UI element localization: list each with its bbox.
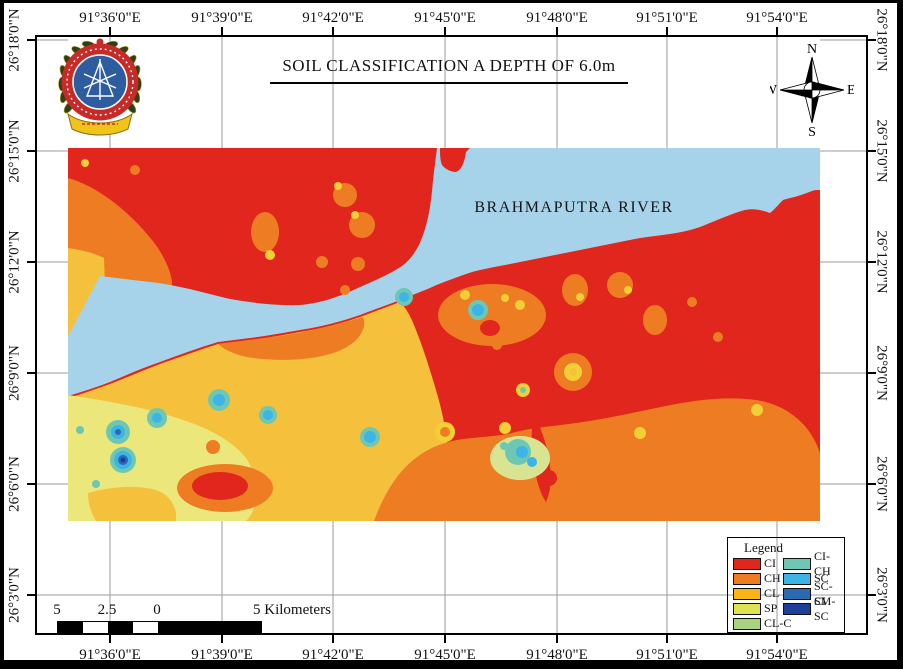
legend-label-ci-ch: CI-CH	[814, 548, 831, 578]
legend-item-ci-ch: CI-CH	[783, 549, 844, 578]
axis-label-bottom-5: 91°51'0"E	[636, 647, 698, 663]
legend-item-ch: CH	[733, 571, 791, 585]
legend-title: Legend	[744, 540, 783, 555]
frame-bottom	[0, 660, 903, 669]
axis-label-bottom-3: 91°45'0"E	[414, 647, 476, 663]
scalebar-unit-label: 5 Kilometers	[253, 602, 331, 618]
scalebar-segment	[83, 622, 108, 633]
axis-label-bottom-0: 91°36'0"E	[79, 647, 141, 663]
scalebar-label-0: 0	[153, 602, 161, 618]
legend-label-ch: CH	[764, 571, 781, 585]
logo-instrument-emblem	[83, 59, 117, 100]
longitude-gridlines	[109, 35, 778, 635]
compass-west-label: W	[770, 83, 778, 98]
axis-label-bottom-1: 91°39'0"E	[191, 647, 253, 663]
frame-left	[0, 0, 4, 669]
axis-label-top-2: 91°42'0"E	[302, 10, 364, 26]
soil-spot-features	[76, 159, 763, 512]
legend-column-1: CI CH CL SP CL-C	[733, 556, 792, 633]
legend-item-sc-ci: SC-CI	[783, 579, 844, 608]
legend-swatch-sm-sc	[783, 602, 811, 615]
legend-item-sm-sc: SM-SC	[783, 594, 844, 623]
frame-top	[0, 0, 903, 3]
legend-swatch-cl	[733, 587, 761, 600]
scalebar-segment	[133, 622, 158, 633]
legend-item-ci: CI	[733, 556, 791, 570]
legend-label-sc: SC	[814, 571, 829, 585]
axis-label-right-1: 26°15'0"N	[873, 119, 890, 183]
axis-label-bottom-2: 91°42'0"E	[302, 647, 364, 663]
river-region	[68, 148, 820, 396]
compass-rose: N S E W	[770, 42, 854, 138]
axis-label-left-4: 26°6'0"N	[6, 456, 23, 512]
compass-star	[779, 56, 845, 124]
axis-label-left-5: 26°3'0"N	[6, 567, 23, 623]
compass-north-label: N	[807, 42, 817, 57]
axis-label-right-5: 26°3'0"N	[873, 567, 890, 623]
scalebar-label-5-left: 5	[53, 602, 61, 618]
compass-south-label: S	[808, 125, 816, 138]
scalebar-segment	[158, 622, 261, 633]
axis-label-right-4: 26°6'0"N	[873, 456, 890, 512]
logo-ring-text	[66, 48, 134, 116]
legend-label-cl: CL	[764, 586, 780, 600]
axis-label-left-3: 26°9'0"N	[6, 345, 23, 401]
legend-label-cl-c: CL-C	[764, 616, 792, 630]
axis-label-left-0: 26°18'0"N	[6, 8, 23, 72]
axis-label-bottom-4: 91°48'0"E	[526, 647, 588, 663]
legend-label-sp: SP	[764, 601, 778, 615]
legend-label-sm-sc: SM-SC	[814, 593, 836, 623]
axis-label-left-2: 26°12'0"N	[6, 230, 23, 294]
axis-label-right-3: 26°9'0"N	[873, 345, 890, 401]
tick-marks	[27, 27, 876, 643]
axis-label-right-2: 26°12'0"N	[873, 230, 890, 294]
legend-swatch-ci	[733, 557, 761, 570]
legend-item-sc: SC	[783, 571, 844, 585]
axis-label-top-1: 91°39'0"E	[191, 10, 253, 26]
legend-swatch-sc-ci	[783, 587, 811, 600]
legend-column-2: CI-CH SC SC-CI SM-SC	[783, 549, 844, 623]
legend-item-sp: SP	[733, 601, 791, 615]
axis-label-top-6: 91°54'0"E	[746, 10, 808, 26]
compass-east-label: E	[847, 83, 854, 98]
soil-map-canvas: BRAHMAPUTRA RIVER	[68, 148, 820, 521]
scalebar	[57, 621, 262, 634]
scalebar-label-2-5: 2.5	[97, 602, 117, 618]
legend-swatch-cl-c	[733, 617, 761, 630]
map-title: SOIL CLASSIFICATION A DEPTH OF 6.0m	[270, 56, 628, 84]
axis-label-top-3: 91°45'0"E	[414, 10, 476, 26]
legend-swatch-sc	[783, 572, 811, 585]
legend-label-sc-ci: SC-CI	[814, 578, 833, 608]
legend-item-cl: CL	[733, 586, 791, 600]
river-name-label: BRAHMAPUTRA RIVER	[474, 199, 673, 216]
axis-label-left-1: 26°15'0"N	[6, 119, 23, 183]
legend-swatch-ch	[733, 572, 761, 585]
axis-label-top-4: 91°48'0"E	[526, 10, 588, 26]
scalebar-segment	[108, 622, 133, 633]
legend-item-cl-c: CL-C	[733, 616, 792, 630]
axis-label-top-5: 91°51'0"E	[636, 10, 698, 26]
legend-swatch-ci-ch	[783, 557, 811, 570]
legend-label-ci: CI	[764, 556, 776, 570]
college-emblem-logo	[56, 38, 144, 136]
axis-label-top-0: 91°36'0"E	[79, 10, 141, 26]
frame-right	[897, 0, 903, 669]
axis-label-right-0: 26°18'0"N	[873, 8, 890, 72]
scalebar-segment	[58, 622, 83, 633]
legend-swatch-sp	[733, 602, 761, 615]
axis-label-bottom-6: 91°54'0"E	[746, 647, 808, 663]
legend-box: Legend CI CH CL SP CL-C	[727, 537, 845, 633]
